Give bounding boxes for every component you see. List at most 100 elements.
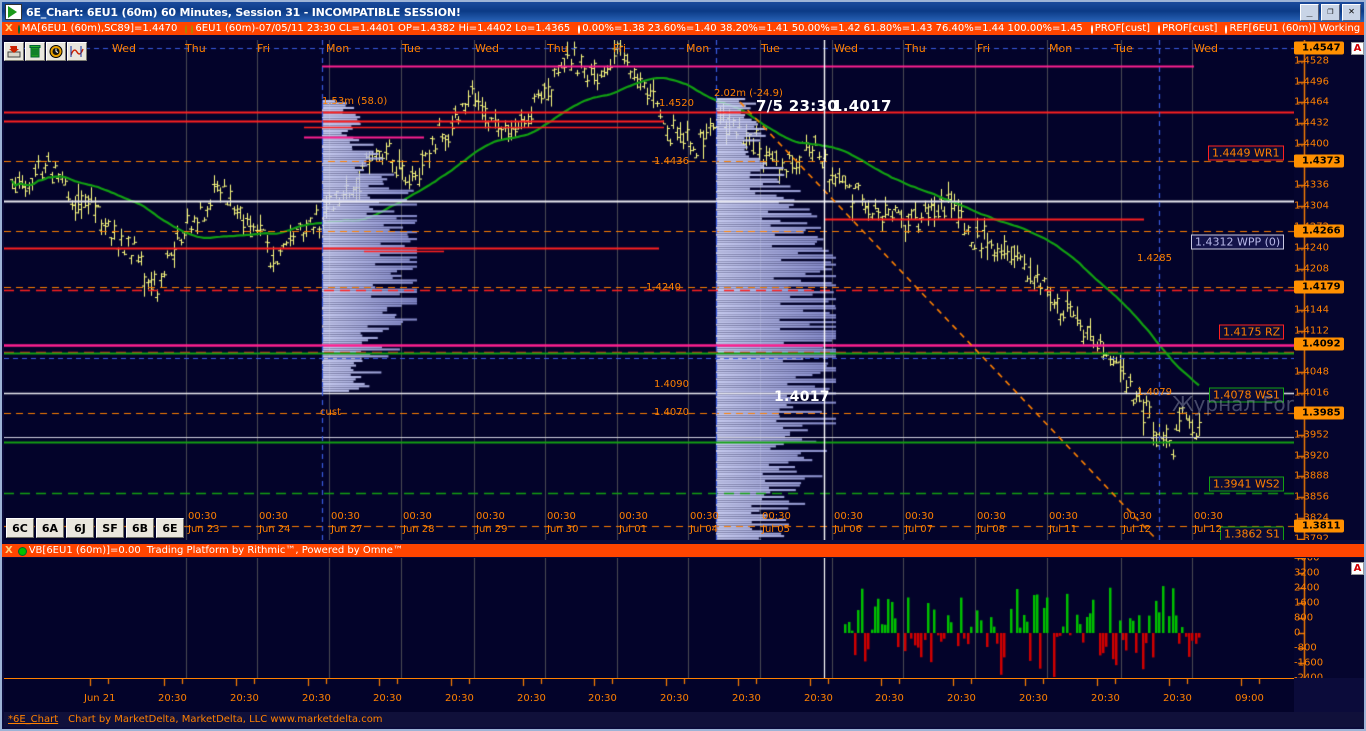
delete-icon[interactable] <box>25 42 45 61</box>
volume-tick-label: 1600 <box>1294 597 1320 609</box>
inline-price-label: 1.4240 <box>646 282 681 293</box>
window-title: 6E_Chart: 6EU1 (60m) 60 Minutes, Session… <box>26 5 461 19</box>
time-label-date: Jun 24 <box>259 524 291 535</box>
price-tick-label: 1.4496 <box>1294 76 1329 88</box>
volume-tick-label: 4000 <box>1294 558 1320 564</box>
time-label-date: Jul 12 <box>1123 524 1151 535</box>
symbol-tab-6a[interactable]: 6A <box>36 518 64 538</box>
prof2-color-dot <box>1158 24 1161 34</box>
level-box[interactable]: 1.4175 RZ <box>1219 324 1285 340</box>
title-bar: 6E_Chart: 6EU1 (60m) 60 Minutes, Session… <box>2 2 1364 22</box>
volume-tick-label: 2400 <box>1294 582 1320 594</box>
profile-1-readout: PROF[cust] <box>1094 23 1151 34</box>
level-box[interactable]: 1.4312 WPP (0) <box>1191 234 1285 250</box>
inline-price-label: cust <box>320 407 341 418</box>
profile-2-readout: PROF[cust] <box>1162 23 1218 34</box>
symbol-tab-6c[interactable]: 6C <box>6 518 34 538</box>
volume-time-axis-canvas <box>4 679 1294 717</box>
symbol-tab-6b[interactable]: 6B <box>126 518 154 538</box>
time-label-top: Mon <box>326 42 350 55</box>
volume-time-label: 09:00 <box>1235 693 1264 704</box>
time-label-hour: 00:30 <box>619 511 648 522</box>
volume-close-icon[interactable]: X <box>5 545 13 556</box>
symbol-tab-6j[interactable]: 6J <box>66 518 94 538</box>
time-label-date: Jul 11 <box>1049 524 1077 535</box>
volume-time-label: Jun 21 <box>84 693 116 704</box>
volume-time-label: 20:30 <box>1091 693 1120 704</box>
minimize-button[interactable]: _ <box>1300 4 1319 21</box>
volume-tick-label: 800 <box>1294 612 1314 624</box>
time-label-top: Thu <box>185 42 206 55</box>
volume-axis-canvas <box>1294 558 1364 678</box>
time-label-date: Jun 30 <box>547 524 579 535</box>
inline-price-label: 1.4520 <box>659 98 694 109</box>
price-axis[interactable]: 1.4528 1.4496 1.4464 1.4432 1.4400 1.4336 1.43… <box>1294 40 1364 540</box>
price-tag[interactable]: 1.4266 <box>1294 224 1344 238</box>
symbol-tab-6e[interactable]: 6E <box>156 518 184 538</box>
chart-toolbar <box>4 42 87 62</box>
time-label-hour: 00:30 <box>977 511 1006 522</box>
level-box[interactable]: 1.4449 WR1 <box>1208 145 1284 161</box>
price-tick-label: 1.4144 <box>1294 304 1329 316</box>
time-label-hour: 00:30 <box>331 511 360 522</box>
crosshair-time-label: 7/5 23:30 <box>756 97 839 115</box>
platform-credit: Trading Platform by Rithmic™, Powered by… <box>146 545 403 556</box>
volume-chart-canvas[interactable] <box>4 558 1294 678</box>
level-box[interactable]: 1.3862 S1 <box>1220 526 1284 540</box>
fib-readout: 0.00%=1.38 23.60%=1.40 38.20%=1.41 50.00… <box>582 23 1083 34</box>
price-tag[interactable]: 1.4547 <box>1294 41 1344 55</box>
price-tag[interactable]: 1.4373 <box>1294 154 1344 168</box>
price-tag[interactable]: 1.3811 <box>1294 519 1344 533</box>
price-tick-label: 1.4432 <box>1294 117 1329 129</box>
clock-icon[interactable] <box>46 42 66 61</box>
ma-color-dot <box>17 24 20 34</box>
status-bar: *6E_Chart Chart by MarketDelta, MarketDe… <box>4 712 1364 727</box>
status-chart-name[interactable]: *6E_Chart <box>8 714 59 725</box>
volume-time-label: 20:30 <box>302 693 331 704</box>
time-label-hour: 00:30 <box>188 511 217 522</box>
volume-axis[interactable]: 4000 3200 2400 1600 800 0 -800 -1600 -2400 A <box>1294 558 1364 678</box>
price-tick-label: 1.4240 <box>1294 242 1329 254</box>
time-label-hour: 00:30 <box>1194 511 1223 522</box>
axis-auto-badge[interactable]: A <box>1351 42 1364 55</box>
restore-button[interactable]: ❐ <box>1321 4 1340 21</box>
price-tag[interactable]: 1.4179 <box>1294 280 1344 294</box>
volume-time-label: 20:30 <box>1163 693 1192 704</box>
symbol-tab-sf[interactable]: SF <box>96 518 124 538</box>
level-box[interactable]: 1.3941 WS2 <box>1209 476 1284 492</box>
time-label-hour: 00:30 <box>476 511 505 522</box>
volume-chart-pane[interactable] <box>4 558 1294 678</box>
volume-time-label: 20:30 <box>230 693 259 704</box>
price-tick-label: 1.3856 <box>1294 491 1329 503</box>
time-label-hour: 00:30 <box>1049 511 1078 522</box>
level-box[interactable]: 1.4078 WS1 <box>1209 387 1284 403</box>
indicator-icon[interactable] <box>67 42 87 61</box>
save-chart-icon[interactable] <box>4 42 24 61</box>
profile-price-callout: 1.4017 <box>774 389 830 405</box>
volume-time-axis[interactable]: Jun 21 20:30 20:30 20:30 20:30 20:30 20:30 20:3… <box>4 678 1294 717</box>
fib-color-dot <box>578 24 581 34</box>
volume-time-label: 20:30 <box>875 693 904 704</box>
time-label-hour: 00:30 <box>690 511 719 522</box>
indicator-status-bar: X MA[6EU1 (60m),SC89]=1.4470 6EU1 (60m)-… <box>2 22 1364 35</box>
price-tick-label: 1.4048 <box>1294 366 1329 378</box>
inline-price-label: 1.4090 <box>654 379 689 390</box>
price-chart-pane[interactable]: Wed Thu Fri Mon Tue Wed Thu Fri Mon Tue Wed Thu Fri M… <box>4 40 1294 540</box>
price-tag[interactable]: 1.4092 <box>1294 337 1344 351</box>
volume-time-label: 20:30 <box>517 693 546 704</box>
volume-axis-auto-badge[interactable]: A <box>1351 562 1364 575</box>
close-button[interactable]: ✕ <box>1342 4 1361 21</box>
ma-readout: MA[6EU1 (60m),SC89]=1.4470 <box>21 23 178 34</box>
prof1-color-dot <box>1090 24 1093 34</box>
indicator-close-icon[interactable]: X <box>5 23 13 34</box>
time-label-top: Fri <box>257 42 271 55</box>
volume-time-label: 20:30 <box>588 693 617 704</box>
price-tag[interactable]: 1.3985 <box>1294 406 1344 420</box>
vb-readout: VB[6EU1 (60m)]=0.00 <box>28 545 141 556</box>
quote-readout: 6EU1 (60m)-07/05/11 23:30 CL=1.4401 OP=1… <box>195 23 571 34</box>
volume-time-label: 20:30 <box>373 693 402 704</box>
time-label-hour: 00:30 <box>834 511 863 522</box>
price-chart-canvas[interactable] <box>4 40 1294 540</box>
volume-tick-label: -800 <box>1294 642 1317 654</box>
time-label-hour: 00:30 <box>1123 511 1152 522</box>
